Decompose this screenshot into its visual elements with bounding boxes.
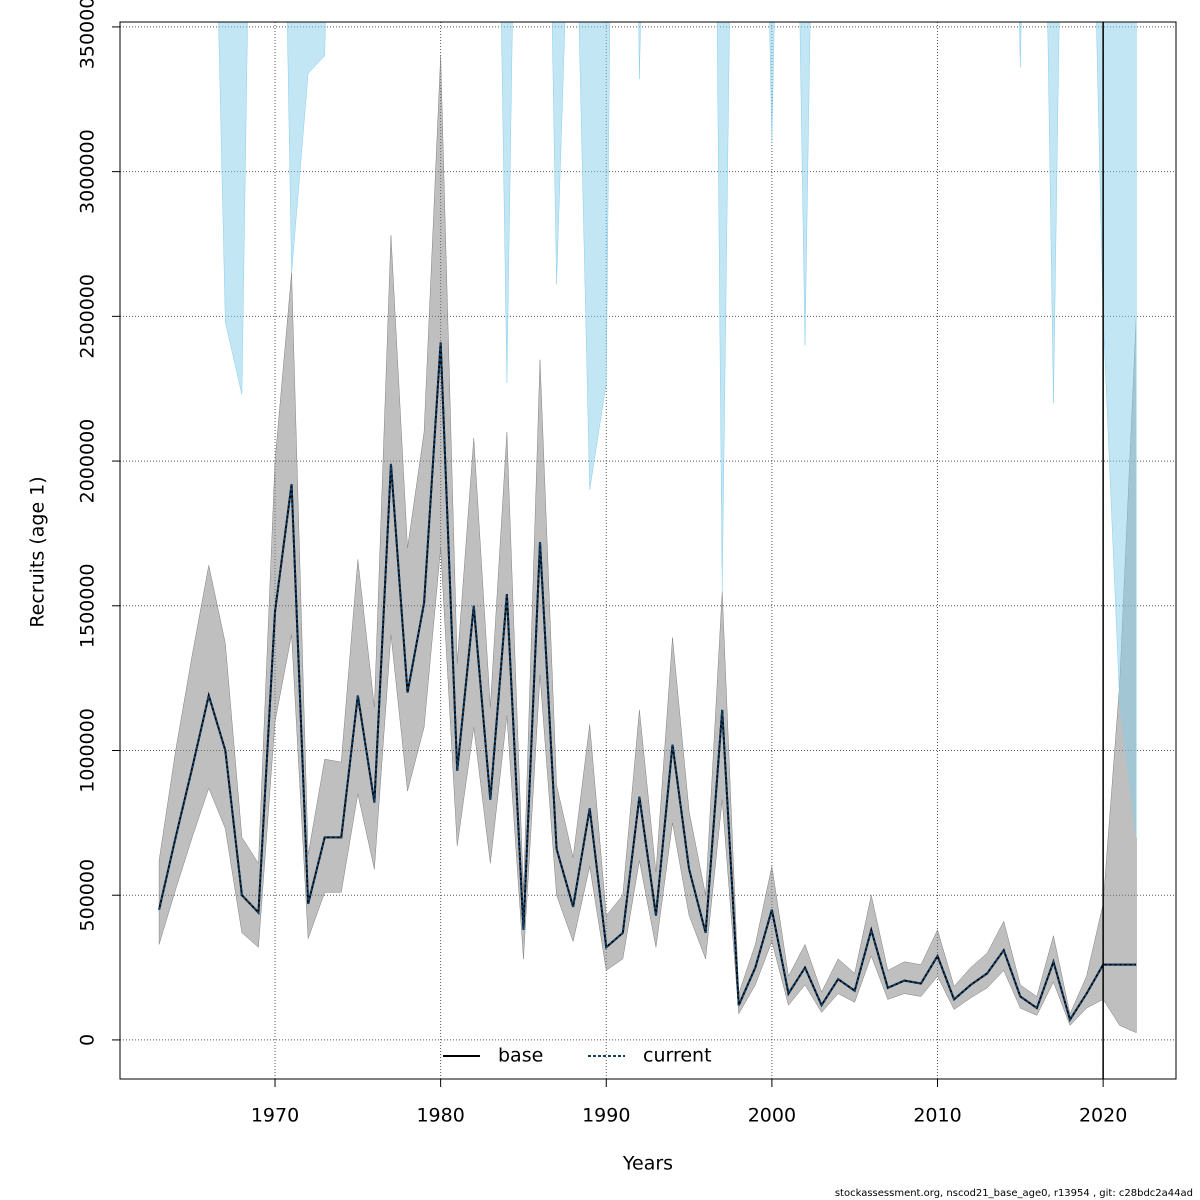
y-tick-label: 2500000	[77, 274, 99, 359]
confidence-band	[218, 22, 1137, 838]
plot-frame	[119, 21, 1177, 1080]
footer: stockassessment.org, nscod21_base_age0, …	[835, 1188, 1193, 1199]
legend-label: base	[498, 1045, 543, 1067]
x-tick-label: 2020	[1079, 1105, 1127, 1127]
y-tick-label: 500000	[77, 859, 99, 932]
y-axis-label: Recruits (age 1)	[27, 476, 49, 627]
x-axis-label: Years	[622, 1153, 673, 1175]
y-tick-label: 0	[77, 1034, 99, 1046]
x-tick-label: 2000	[748, 1105, 796, 1127]
y-tick-label: 3000000	[77, 129, 99, 214]
y-tick-label: 1500000	[77, 563, 99, 648]
series-line	[158, 342, 1137, 1023]
y-tick-label: 3500000	[77, 0, 99, 69]
confidence-band	[158, 55, 1137, 1034]
x-tick-label: 1970	[251, 1105, 299, 1127]
legend-label: current	[643, 1045, 712, 1067]
y-tick-label: 1000000	[77, 708, 99, 793]
x-tick-label: 1990	[582, 1105, 630, 1127]
x-tick-label: 1980	[416, 1105, 464, 1127]
y-tick-label: 2000000	[77, 419, 99, 504]
series-line	[158, 342, 1137, 1023]
plot-area	[120, 22, 1176, 1079]
x-tick-label: 2010	[913, 1105, 961, 1127]
